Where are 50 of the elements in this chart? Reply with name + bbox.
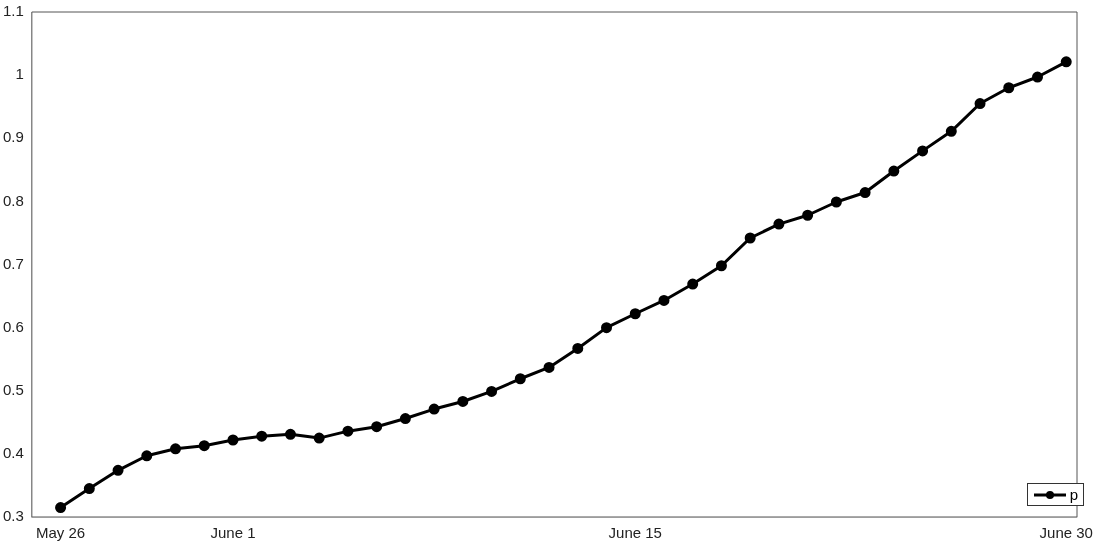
point (227, 434, 239, 446)
point (457, 395, 469, 407)
point (55, 502, 67, 514)
point (83, 483, 95, 495)
point (658, 294, 670, 306)
point (198, 440, 210, 452)
point (715, 260, 727, 272)
point (514, 373, 526, 385)
y-tick-label: 0.8 (2, 191, 24, 209)
x-tick-label: June 30 (1039, 524, 1093, 542)
point (399, 413, 411, 425)
point (802, 209, 814, 221)
y-tick-label: 0.9 (2, 128, 24, 146)
legend-label: p (1069, 486, 1078, 503)
y-tick-label: 0.5 (2, 380, 24, 398)
point (141, 450, 153, 462)
y-tick-label: 1.1 (2, 2, 24, 20)
point (486, 385, 498, 397)
x-tick-label: June 1 (210, 524, 256, 542)
point (859, 187, 871, 199)
point (773, 218, 785, 230)
x-tick-label: May 26 (35, 524, 86, 542)
point (342, 425, 354, 437)
point (830, 196, 842, 208)
point (974, 98, 986, 110)
point (371, 421, 383, 433)
point (256, 430, 268, 442)
point (888, 165, 900, 177)
point (428, 403, 440, 415)
point (1032, 71, 1044, 83)
y-tick-label: 0.4 (2, 444, 24, 462)
point (284, 428, 296, 440)
point (572, 342, 584, 354)
point (917, 145, 929, 157)
point (170, 443, 182, 455)
point (112, 464, 124, 476)
point (1060, 56, 1072, 68)
y-tick-label: 1 (15, 65, 24, 83)
point (543, 361, 555, 373)
point (744, 232, 756, 244)
point (629, 308, 641, 320)
point (1003, 82, 1015, 94)
y-tick-label: 0.3 (2, 507, 24, 525)
y-tick-label: 0.6 (2, 317, 24, 335)
point (945, 125, 957, 137)
x-tick-label: June 15 (608, 524, 662, 542)
point (687, 278, 699, 290)
point (601, 322, 613, 334)
point (313, 432, 325, 444)
y-tick-label: 0.7 (2, 254, 24, 272)
